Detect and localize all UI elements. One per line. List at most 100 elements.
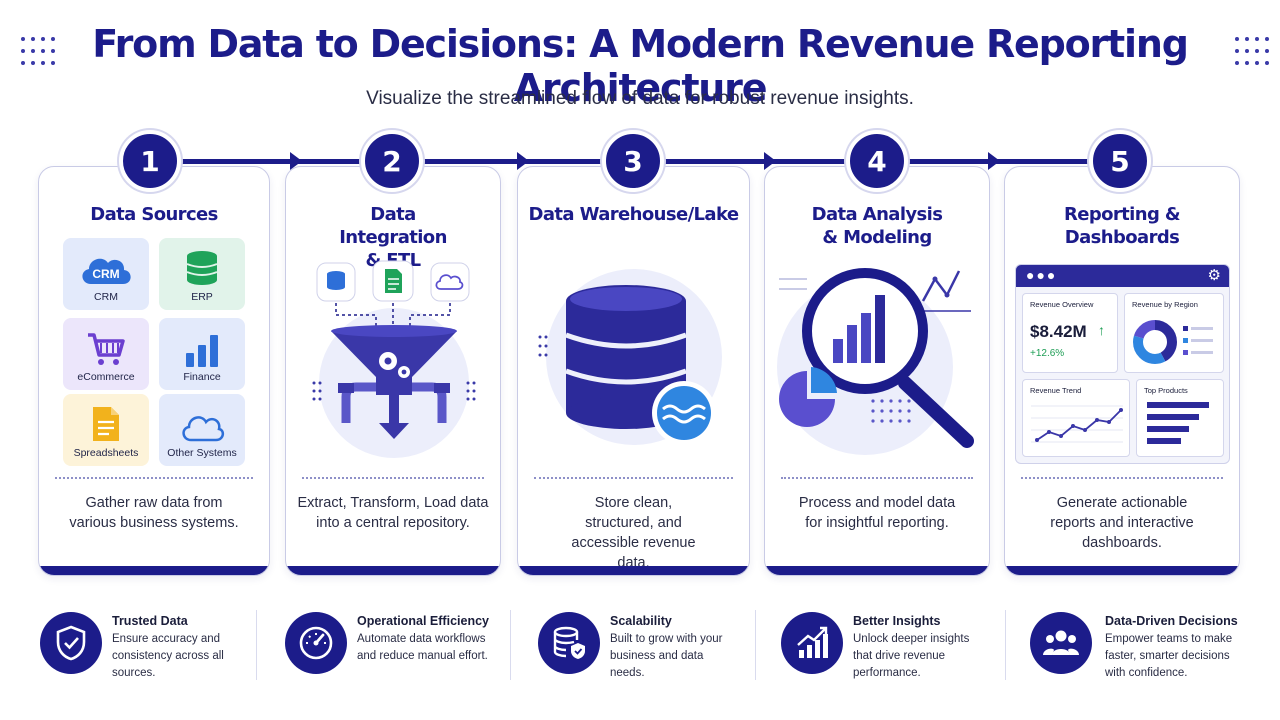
database-icon: [186, 251, 218, 285]
trend-up-icon: ↑: [1098, 322, 1105, 338]
revenue-change: +12.6%: [1030, 348, 1065, 359]
source-database-icon: [316, 262, 356, 302]
source-tile-label: CRM: [94, 291, 118, 303]
crm-icon-text: CRM: [92, 267, 119, 281]
step-description: Store clean, structured, and accessible …: [571, 495, 696, 571]
card-bottom-bar: [518, 566, 749, 575]
decorative-dots-right: [1235, 37, 1269, 65]
step-description: Gather raw data from various business sy…: [69, 495, 239, 531]
revenue-trend-panel: Revenue Trend: [1022, 379, 1130, 457]
warehouse-database-illustration: [538, 269, 722, 445]
flow-arrow-4: [988, 152, 1000, 170]
benefit-trusted-data: Trusted Data Ensure accuracy and consist…: [40, 612, 250, 692]
benefit-description: Unlock deeper insights that drive revenu…: [853, 633, 970, 679]
step-number-badge-3: 3: [602, 130, 664, 192]
source-tile-label: eCommerce: [77, 371, 135, 383]
crm-cloud-icon: CRM: [82, 258, 131, 284]
source-tile-label: ERP: [191, 291, 213, 303]
source-tile-label: Other Systems: [167, 447, 237, 459]
benefit-title: Scalability: [610, 614, 672, 628]
step-title: Data Analysis & Modeling: [811, 204, 943, 248]
dashboard-titlebar: ●●● ⚙: [1016, 265, 1229, 287]
cloud-icon: [182, 416, 225, 442]
benefit-better-insights: Better Insights Unlock deeper insights t…: [781, 612, 991, 692]
source-tile-label: Finance: [183, 371, 221, 383]
revenue-overview-panel: Revenue Overview $8.42M ↑ +12.6%: [1022, 293, 1118, 373]
card-bottom-bar: [39, 566, 269, 575]
benefit-operational-efficiency: Operational Efficiency Automate data wor…: [285, 612, 505, 692]
step-number-badge-2: 2: [361, 130, 423, 192]
benefit-title: Data-Driven Decisions: [1105, 614, 1238, 628]
settings-gear-icon: ⚙: [1207, 267, 1221, 284]
source-tile-other-systems: Other Systems: [159, 394, 245, 466]
data-lake-badge-icon: [652, 381, 716, 445]
benefit-description: Ensure accuracy and consistency across a…: [112, 633, 224, 679]
step-card-data-sources: Data Sources CRM CRM ERP eCommerce Fina: [38, 166, 270, 576]
source-tile-crm: CRM CRM: [63, 238, 149, 310]
page-subtitle: Visualize the streamlined flow of data f…: [366, 88, 914, 109]
benefit-divider: [510, 610, 511, 680]
source-tile-erp: ERP: [159, 238, 245, 310]
top-products-label: Top Products: [1144, 386, 1188, 395]
analysis-magnifier-illustration: [777, 268, 974, 455]
benefit-description: Empower teams to make faster, smarter de…: [1105, 633, 1233, 679]
card-bottom-bar: [765, 566, 989, 575]
database-shield-icon: [538, 612, 600, 674]
card-divider: [534, 477, 733, 479]
revenue-value: $8.42M: [1030, 322, 1087, 341]
revenue-by-region-panel: Revenue by Region: [1124, 293, 1224, 373]
dashboard-mockup: ●●● ⚙ Revenue Overview $8.42M ↑ +12.6% R…: [1015, 264, 1230, 464]
benefit-data-driven-decisions: Data-Driven Decisions Empower teams to m…: [1030, 612, 1250, 692]
step-description: Extract, Transform, Load data into a cen…: [297, 495, 489, 531]
decorative-dots-left: [21, 37, 55, 65]
etl-funnel-illustration: [312, 260, 476, 458]
step-number-badge-4: 4: [846, 130, 908, 192]
gauge-icon: [285, 612, 347, 674]
bar-chart-icon: [186, 335, 218, 367]
step-description: Generate actionable reports and interact…: [1050, 495, 1194, 551]
step-card-data-integration: Data Integration & ETL: [285, 166, 501, 576]
shield-check-icon: [40, 612, 102, 674]
flow-arrow-2: [517, 152, 529, 170]
source-tile-finance: Finance: [159, 318, 245, 390]
card-divider: [1021, 477, 1223, 479]
source-tile-label: Spreadsheets: [73, 447, 139, 459]
benefit-title: Better Insights: [853, 614, 941, 628]
step-description: Process and model data for insightful re…: [798, 495, 956, 531]
step-number-badge-5: 5: [1089, 130, 1151, 192]
card-divider: [302, 477, 484, 479]
source-cloud-icon: [430, 262, 470, 302]
card-divider: [781, 477, 973, 479]
step-card-data-analysis: Data Analysis & Modeling Process and mod…: [764, 166, 990, 576]
page-title: From Data to Decisions: A Modern Revenue…: [92, 22, 1189, 110]
flow-arrow-3: [764, 152, 776, 170]
step-card-data-warehouse: Data Warehouse/Lake Store clean, structu…: [517, 166, 750, 576]
card-divider: [55, 477, 253, 479]
document-icon: [93, 407, 119, 441]
shopping-cart-icon: [88, 333, 125, 365]
region-donut-chart: [1133, 320, 1213, 364]
benefit-description: Automate data workflows and reduce manua…: [357, 633, 488, 662]
benefit-title: Trusted Data: [112, 614, 188, 628]
growth-chart-icon: [781, 612, 843, 674]
benefit-divider: [256, 610, 257, 680]
revenue-trend-line-chart: [1031, 405, 1123, 443]
benefit-divider: [755, 610, 756, 680]
card-bottom-bar: [1005, 566, 1239, 575]
benefit-description: Built to grow with your business and dat…: [610, 633, 723, 679]
revenue-by-region-label: Revenue by Region: [1132, 300, 1198, 309]
flow-arrow-1: [290, 152, 302, 170]
source-sheet-icon: [372, 260, 414, 302]
benefit-scalability: Scalability Built to grow with your busi…: [538, 612, 738, 692]
benefit-title: Operational Efficiency: [357, 614, 489, 628]
revenue-overview-label: Revenue Overview: [1030, 300, 1094, 309]
card-bottom-bar: [286, 566, 500, 575]
top-products-panel: Top Products: [1136, 379, 1224, 457]
step-title: Reporting & Dashboards: [1063, 204, 1181, 248]
step-title: Data Warehouse/Lake: [528, 204, 740, 225]
step-title: Data Sources: [90, 204, 218, 225]
source-tile-ecommerce: eCommerce: [63, 318, 149, 390]
source-tile-spreadsheets: Spreadsheets: [63, 394, 149, 466]
step-card-reporting: Reporting & Dashboards ●●● ⚙ Revenue Ove…: [1004, 166, 1240, 576]
top-products-bar-chart: [1147, 402, 1209, 444]
